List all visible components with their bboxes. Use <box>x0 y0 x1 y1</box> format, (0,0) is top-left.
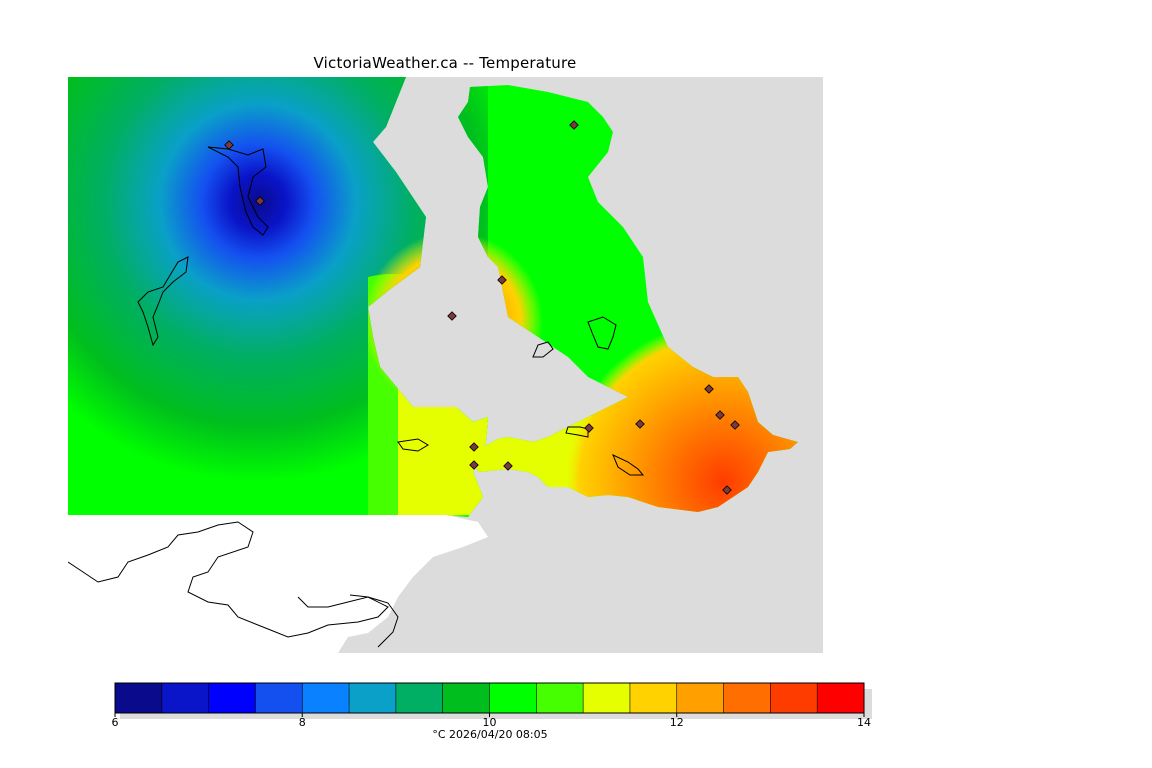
station-marker <box>584 423 594 433</box>
legend-shadow <box>120 689 872 719</box>
legend-units-timestamp: °C 2026/04/20 08:05 <box>432 728 548 741</box>
no-data-region <box>68 515 488 653</box>
temperature-map <box>68 77 823 653</box>
map-title: VictoriaWeather.ca -- Temperature <box>313 54 577 72</box>
legend-color-cell <box>442 683 490 713</box>
legend-color-cell <box>676 683 725 713</box>
station-marker <box>569 120 579 130</box>
legend-color-cell <box>629 683 678 713</box>
station-marker <box>730 420 740 430</box>
station-marker <box>497 275 507 285</box>
legend-color-cell <box>208 683 256 713</box>
station-marker <box>722 485 732 495</box>
station-marker <box>469 460 479 470</box>
station-marker <box>469 442 479 452</box>
legend-color-cell <box>536 683 584 713</box>
legend-color-cell <box>583 683 631 713</box>
legend-tick-label: 12 <box>669 716 684 729</box>
legend-tick-label: 6 <box>111 716 119 729</box>
legend-color-cell <box>817 683 865 713</box>
legend-color-cell <box>349 683 397 713</box>
weather-stations <box>224 120 740 495</box>
legend-color-cell <box>115 683 163 713</box>
legend-color-cell <box>395 683 444 713</box>
station-marker <box>447 311 457 321</box>
legend-color-cell <box>161 683 210 713</box>
station-marker <box>503 461 513 471</box>
legend-color-cell <box>723 683 771 713</box>
legend-color-cell <box>770 683 818 713</box>
coastlines <box>68 146 645 648</box>
legend-tick-label: 10 <box>482 716 497 729</box>
legend-color-cell <box>255 683 303 713</box>
station-marker <box>715 410 725 420</box>
legend-color-cell <box>302 683 350 713</box>
station-marker <box>255 196 265 206</box>
station-marker <box>224 140 234 150</box>
station-marker <box>704 384 714 394</box>
legend-tick-label: 14 <box>857 716 871 729</box>
station-marker <box>635 419 645 429</box>
legend-color-cell <box>489 683 537 713</box>
legend-tick-label: 8 <box>298 716 306 729</box>
legend-border <box>114 682 865 714</box>
